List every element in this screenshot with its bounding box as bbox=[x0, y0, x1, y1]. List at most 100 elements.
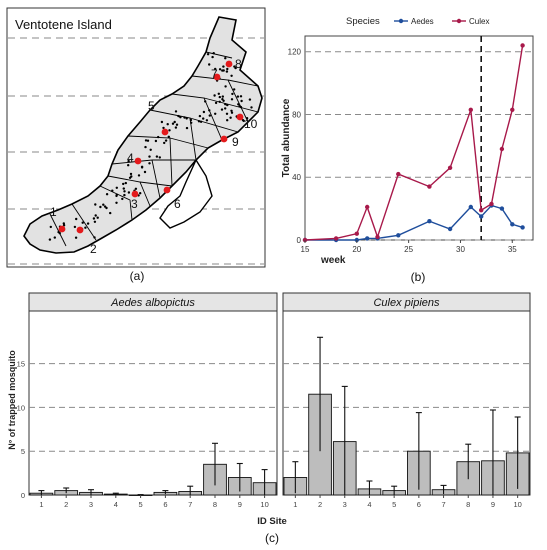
panel-label-b: (b) bbox=[411, 270, 426, 284]
site-marker bbox=[236, 113, 244, 121]
trap-point bbox=[93, 220, 97, 223]
bar-ytick-label: 15 bbox=[17, 360, 25, 369]
bar-xtick-label: 7 bbox=[188, 500, 192, 509]
series-point-aedes bbox=[365, 236, 370, 241]
trap-point bbox=[154, 139, 158, 143]
trap-point bbox=[146, 139, 150, 142]
trap-point bbox=[220, 108, 224, 111]
trap-point bbox=[225, 70, 229, 73]
bar-ytick-label: 10 bbox=[17, 403, 25, 412]
trap-point bbox=[123, 193, 126, 197]
trap-point bbox=[105, 206, 108, 210]
bar-xtick-label: 7 bbox=[441, 500, 445, 509]
trap-point bbox=[122, 187, 126, 190]
trap-point bbox=[197, 120, 201, 123]
trap-point bbox=[174, 126, 178, 129]
bar-xtick-label: 4 bbox=[114, 500, 118, 509]
trap-point bbox=[222, 65, 225, 68]
trap-point bbox=[242, 119, 245, 123]
site-marker bbox=[163, 186, 171, 194]
trap-point bbox=[212, 52, 215, 55]
bar-ytick-label: 5 bbox=[21, 447, 25, 456]
site-label: 1 bbox=[50, 205, 57, 219]
line-ytick-label: 120 bbox=[288, 48, 302, 57]
site-marker bbox=[58, 225, 66, 233]
line-xtick-label: 30 bbox=[456, 245, 465, 254]
trap-point bbox=[230, 111, 234, 114]
trap-point bbox=[240, 99, 243, 103]
series-line-culex bbox=[304, 45, 524, 241]
trap-point bbox=[174, 110, 178, 113]
trap-point bbox=[109, 211, 112, 215]
bar-xtick-label: 9 bbox=[238, 500, 242, 509]
series-point-aedes bbox=[499, 206, 505, 211]
legend-swatch-point bbox=[456, 18, 462, 24]
trap-point bbox=[127, 191, 131, 194]
bar-xtick-label: 8 bbox=[213, 500, 217, 509]
trap-point bbox=[175, 123, 179, 126]
trap-point bbox=[217, 92, 220, 96]
series-point-culex bbox=[447, 165, 453, 170]
trap-point bbox=[171, 122, 175, 125]
bar-xtick-label: 3 bbox=[89, 500, 93, 509]
trap-point bbox=[164, 139, 168, 142]
trap-point bbox=[115, 201, 118, 204]
trap-point bbox=[134, 187, 138, 190]
trap-point bbox=[239, 105, 243, 109]
trap-point bbox=[81, 221, 84, 224]
site-marker bbox=[76, 226, 84, 234]
series-point-culex bbox=[354, 231, 359, 236]
line-xtick-label: 25 bbox=[404, 245, 413, 254]
trap-point bbox=[84, 226, 87, 229]
series-point-culex bbox=[396, 171, 401, 177]
line-xtick-label: 20 bbox=[352, 245, 361, 254]
facet-title: Aedes albopictus bbox=[110, 297, 195, 309]
trap-point bbox=[226, 103, 229, 107]
trap-point bbox=[230, 74, 233, 78]
line-axes: 0 40 80 120 15 20 25 30 35 bbox=[288, 48, 518, 254]
site-marker bbox=[131, 190, 139, 198]
trap-point bbox=[148, 155, 151, 158]
bar-xtick-label: 6 bbox=[417, 500, 421, 509]
series-point-culex bbox=[499, 146, 505, 152]
bar-xtick-label: 1 bbox=[39, 500, 43, 509]
series-point-aedes bbox=[520, 225, 525, 230]
series-point-aedes bbox=[510, 222, 515, 227]
trap-point bbox=[214, 112, 217, 116]
trap-point bbox=[163, 141, 166, 145]
series-point-culex bbox=[479, 208, 484, 213]
trap-point bbox=[224, 103, 227, 106]
trap-point bbox=[222, 99, 225, 103]
trap-point bbox=[204, 100, 207, 103]
bar-xtick-label: 2 bbox=[318, 500, 322, 509]
trap-point bbox=[202, 110, 206, 114]
trap-point bbox=[166, 123, 169, 126]
trap-point bbox=[137, 174, 141, 177]
trap-point bbox=[158, 156, 161, 159]
trap-point bbox=[218, 68, 222, 71]
site-labels: 1 2 3 4 5 6 7 8 9 10 bbox=[50, 57, 258, 256]
trap-point bbox=[139, 192, 142, 195]
line-ytick-label: 0 bbox=[297, 236, 302, 245]
trap-point bbox=[248, 98, 252, 101]
site-marker bbox=[161, 128, 169, 136]
trap-points bbox=[48, 52, 253, 241]
line-ylabel: Total abundance bbox=[281, 98, 292, 177]
trap-point bbox=[208, 109, 211, 112]
facet-title: Culex pipiens bbox=[373, 297, 440, 309]
map-title: Ventotene Island bbox=[15, 17, 112, 32]
series-point-culex bbox=[489, 201, 494, 207]
series-point-culex bbox=[510, 107, 515, 113]
bar-xtick-label: 3 bbox=[343, 500, 347, 509]
trap-point bbox=[233, 88, 236, 91]
line-ytick-label: 40 bbox=[292, 173, 301, 182]
site-marker bbox=[220, 135, 228, 143]
trap-point bbox=[157, 135, 160, 139]
line-xtick-label: 35 bbox=[508, 245, 517, 254]
voronoi-cells bbox=[49, 51, 259, 247]
trap-point bbox=[111, 189, 114, 192]
site-marker bbox=[225, 60, 233, 68]
legend-swatch-point bbox=[398, 18, 404, 24]
